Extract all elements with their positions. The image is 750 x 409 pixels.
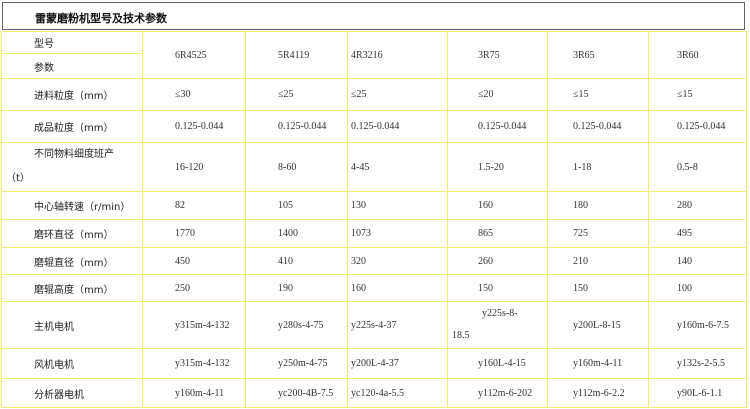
value-cell: y160m-4-11: [547, 348, 649, 379]
value-cell: 150: [547, 274, 649, 302]
model-cell: 6R4525: [142, 31, 246, 79]
value-cell: y132s-2-5.5: [648, 348, 747, 379]
model-cell: 3R65: [547, 31, 649, 79]
value-cell: yc120-4a-5.5: [347, 378, 448, 408]
value-cell: ≤25: [347, 78, 448, 111]
table-row: 磨辊直径（mm） 450 410 320 260 210 140: [1, 247, 747, 275]
row-label: 进料粒度（mm）: [1, 78, 143, 111]
table-row: 主机电机 y315m-4-132 y280s-4-75 y225s-4-37 y225s…: [1, 301, 747, 349]
row-label: 磨辊直径（mm）: [1, 247, 143, 275]
value-cell: 1073: [347, 219, 448, 248]
value-cell: 180: [547, 191, 649, 220]
value-cell: 82: [142, 191, 246, 220]
value-cell: y280s-4-75: [245, 301, 348, 349]
value-cell: ≤20: [447, 78, 548, 111]
value-cell: 130: [347, 191, 448, 220]
table-title: 雷蒙磨粉机型号及技术参数: [35, 12, 167, 25]
value-cell: 0.125-0.044: [547, 110, 649, 143]
value-cell: 150: [447, 274, 548, 302]
value-cell: 8-60: [245, 142, 348, 192]
value-cell: y225s-4-37: [347, 301, 448, 349]
value-cell: 160: [347, 274, 448, 302]
value-cell: 1-18: [547, 142, 649, 192]
value-cell: y200L-8-15: [547, 301, 649, 349]
value-cell: y160m-6-7.5: [648, 301, 747, 349]
title-box: 雷蒙磨粉机型号及技术参数: [2, 2, 745, 30]
row-label: 中心轴转速（r/min）: [1, 191, 143, 220]
model-cell: 3R75: [447, 31, 548, 79]
model-cell: 3R60: [648, 31, 747, 79]
value-cell: 100: [648, 274, 747, 302]
row-label: 磨辊高度（mm）: [1, 274, 143, 302]
value-cell: 105: [245, 191, 348, 220]
value-cell: 16-120: [142, 142, 246, 192]
header-row: 型号 6R4525 5R4119 4R3216 3R75 3R65 3R60: [1, 31, 747, 79]
value-cell: 1770: [142, 219, 246, 248]
row-label: 风机电机: [1, 348, 143, 379]
table-row: 进料粒度（mm） ≤30 ≤25 ≤25 ≤20 ≤15 ≤15: [1, 78, 747, 111]
model-cell: 4R3216: [347, 31, 448, 79]
value-cell: yc200-4B-7.5: [245, 378, 348, 408]
value-cell: ≤15: [648, 78, 747, 111]
value-cell: y112m-6-202: [447, 378, 548, 408]
value-cell: 1400: [245, 219, 348, 248]
value-cell: 280: [648, 191, 747, 220]
value-cell: 0.125-0.044: [245, 110, 348, 143]
value-cell: y112m-6-2.2: [547, 378, 649, 408]
value-cell: 450: [142, 247, 246, 275]
spec-table: 型号 6R4525 5R4119 4R3216 3R75 3R65 3R60 参…: [1, 31, 747, 408]
value-cell: y160m-4-11: [142, 378, 246, 408]
value-cell: 0.125-0.044: [142, 110, 246, 143]
value-cell: 495: [648, 219, 747, 248]
value-cell: y200L-4-37: [347, 348, 448, 379]
value-cell: 320: [347, 247, 448, 275]
value-cell: 0.125-0.044: [648, 110, 747, 143]
row-label: 成品粒度（mm）: [1, 110, 143, 143]
model-cell: 5R4119: [245, 31, 348, 79]
table-row: 磨环直径（mm） 1770 1400 1073 865 725 495: [1, 219, 747, 248]
row-label: 分析器电机: [1, 378, 143, 408]
value-cell: ≤30: [142, 78, 246, 111]
header-label-param: 参数: [1, 53, 143, 79]
value-cell: y315m-4-132: [142, 348, 246, 379]
value-cell: 260: [447, 247, 548, 275]
value-cell: 4-45: [347, 142, 448, 192]
value-cell: 1.5-20: [447, 142, 548, 192]
table-row: 磨辊高度（mm） 250 190 160 150 150 100: [1, 274, 747, 302]
value-cell: 865: [447, 219, 548, 248]
value-cell: 725: [547, 219, 649, 248]
value-cell: 190: [245, 274, 348, 302]
value-cell: y250m-4-75: [245, 348, 348, 379]
value-cell: 0.125-0.044: [347, 110, 448, 143]
table-row: 不同物料细度班产 （t） 16-120 8-60 4-45 1.5-20 1-18 0.5-8: [1, 142, 747, 192]
table-row: 成品粒度（mm） 0.125-0.044 0.125-0.044 0.125-0.04…: [1, 110, 747, 143]
value-cell: 0.125-0.044: [447, 110, 548, 143]
row-label: 磨环直径（mm）: [1, 219, 143, 248]
value-cell: y225s-8-18.5: [452, 308, 518, 341]
header-label-model: 型号: [1, 31, 143, 54]
value-cell: y90L-6-1.1: [648, 378, 747, 408]
value-cell: 210: [547, 247, 649, 275]
row-label: 不同物料细度班产 （t）: [1, 142, 143, 192]
value-cell-wrapper: y225s-8-18.5: [447, 301, 548, 349]
value-cell: y160L-4-15: [447, 348, 548, 379]
table-row: 分析器电机 y160m-4-11 yc200-4B-7.5 yc120-4a-5.5 y…: [1, 378, 747, 408]
value-cell: y315m-4-132: [142, 301, 246, 349]
value-cell: 160: [447, 191, 548, 220]
table-row: 风机电机 y315m-4-132 y250m-4-75 y200L-4-37 y160L…: [1, 348, 747, 379]
value-cell: ≤25: [245, 78, 348, 111]
value-cell: ≤15: [547, 78, 649, 111]
row-label: 主机电机: [1, 301, 143, 349]
value-cell: 0.5-8: [648, 142, 747, 192]
table-row: 中心轴转速（r/min） 82 105 130 160 180 280: [1, 191, 747, 220]
value-cell: 250: [142, 274, 246, 302]
value-cell: 410: [245, 247, 348, 275]
value-cell: 140: [648, 247, 747, 275]
